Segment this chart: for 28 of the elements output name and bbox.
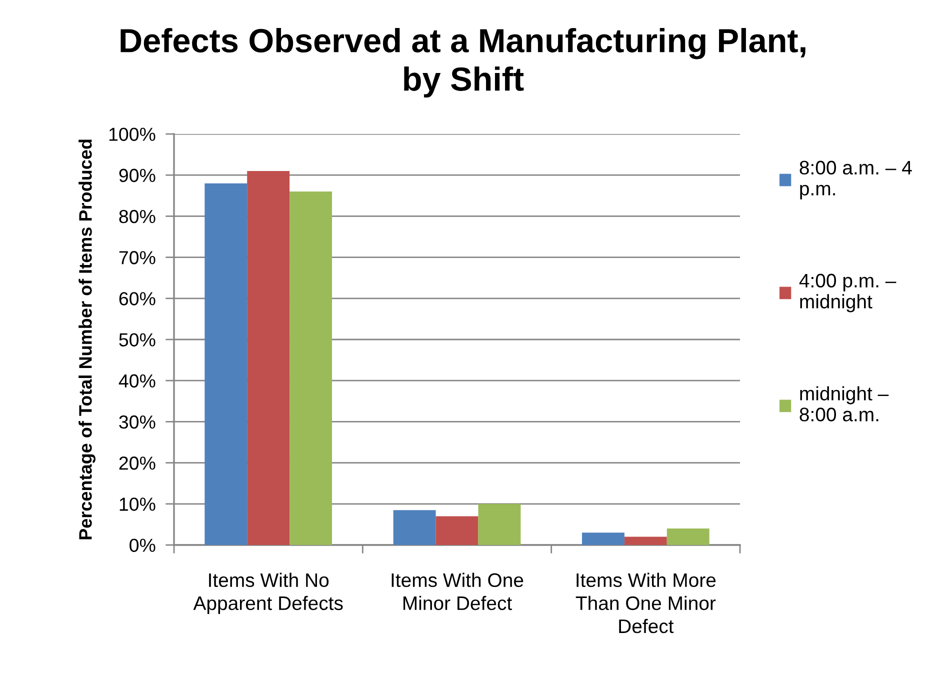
x-tick-label: Items With One Minor Defect	[392, 572, 524, 610]
y-tick-label: 80%	[119, 210, 156, 224]
y-axis-title: Percentage of Total Number of Items Produced	[78, 140, 96, 540]
legend-label: midnight – 8:00 a.m.	[800, 386, 889, 422]
x-tick-label: Items With No Apparent Defects	[193, 572, 343, 614]
legend-label: 4:00 p.m. – midnight	[799, 274, 896, 312]
bar	[247, 170, 290, 545]
bar	[436, 516, 478, 545]
y-tick-label: 50%	[119, 333, 156, 346]
bar	[204, 183, 248, 545]
bar	[290, 192, 332, 545]
y-tick-label: 100%	[109, 128, 156, 141]
y-tick-label: 60%	[119, 292, 156, 306]
x-tick-label: Items With More Than One Minor Defect	[576, 572, 716, 634]
bar	[624, 536, 667, 545]
y-tick-label: 20%	[119, 456, 156, 470]
y-tick-label: 10%	[120, 498, 156, 511]
y-tick-label: 90%	[119, 168, 156, 182]
bar	[478, 504, 521, 545]
legend-label: 8:00 a.m. – 4 p.m.	[800, 160, 912, 200]
y-tick-label: 40%	[118, 374, 156, 388]
y-tick-label: 0%	[130, 538, 156, 552]
bar	[393, 510, 436, 545]
chart-title: Defects Observed at a Manufacturing Plant, by Shift	[120, 28, 806, 98]
bar	[582, 532, 624, 545]
y-tick-label: 30%	[119, 415, 156, 429]
bar	[666, 528, 710, 545]
y-tick-label: 70%	[119, 251, 156, 264]
